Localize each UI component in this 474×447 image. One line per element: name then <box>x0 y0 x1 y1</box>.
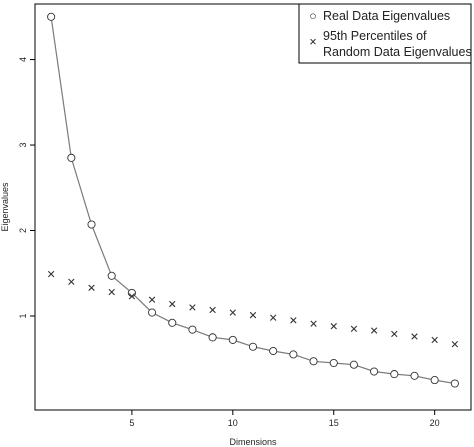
legend-label-random-line2: Random Data Eigenvalues <box>323 45 472 59</box>
real-eigenvalues-line <box>50 16 455 385</box>
y-tick-label: 4 <box>18 57 28 62</box>
random-percentile-point <box>350 325 358 332</box>
real-eigenvalue-point <box>289 350 298 359</box>
real-eigenvalue-point <box>370 367 379 376</box>
random-percentile-point <box>411 333 418 340</box>
real-eigenvalue-point <box>188 325 197 334</box>
real-eigenvalue-point <box>390 370 399 379</box>
x-tick-label: 20 <box>430 418 440 428</box>
x-axis: 5 10 15 20 <box>129 410 440 428</box>
legend-symbol-random: × <box>309 35 316 49</box>
random-percentile-point <box>108 288 115 296</box>
real-eigenvalue-point <box>148 308 157 317</box>
y-axis-title: Eigenvalues <box>0 182 10 232</box>
plot-frame <box>34 3 472 411</box>
random-percentile-point <box>148 296 156 303</box>
random-percentile-point <box>169 300 176 308</box>
real-eigenvalue-point <box>168 318 177 327</box>
random-percentile-point <box>330 323 337 330</box>
random-percentile-point <box>391 330 398 338</box>
real-eigenvalue-point <box>329 358 338 368</box>
random-percentile-point <box>88 284 95 291</box>
random-percentile-point <box>189 304 196 311</box>
real-eigenvalue-point <box>269 346 278 356</box>
y-tick-label: 1 <box>18 313 28 318</box>
real-eigenvalue-point <box>208 333 217 342</box>
legend-symbol-real: ○ <box>309 9 317 23</box>
x-tick-label: 15 <box>329 418 339 428</box>
legend-label-random-line1: 95th Percentiles of <box>323 29 427 43</box>
real-eigenvalue-point <box>47 12 56 21</box>
random-percentile-point <box>451 340 459 348</box>
random-percentile-point <box>269 314 277 321</box>
random-percentile-point <box>209 306 216 314</box>
random-percentile-point <box>310 320 317 327</box>
y-tick-label: 3 <box>18 143 28 148</box>
real-eigenvalue-point <box>410 371 419 380</box>
real-eigenvalue-point <box>430 376 439 385</box>
x-axis-title: Dimensions <box>229 437 277 447</box>
real-eigenvalue-point <box>450 379 459 388</box>
random-percentile-point <box>68 278 75 285</box>
random-percentile-point <box>229 309 237 316</box>
real-eigenvalue-point <box>107 271 116 280</box>
real-eigenvalue-point <box>248 342 258 351</box>
real-eigenvalue-point <box>349 360 358 369</box>
legend-box <box>298 3 472 64</box>
real-eigenvalue-point <box>67 153 76 162</box>
random-percentile-point <box>249 311 257 319</box>
real-eigenvalue-point <box>127 288 136 297</box>
random-percentile-point <box>431 336 438 344</box>
y-axis: 1 2 3 4 <box>18 57 35 318</box>
x-tick-label: 10 <box>228 418 238 428</box>
random-percentile-point <box>370 327 378 334</box>
real-eigenvalue-point <box>87 220 96 229</box>
legend: ○ Real Data Eigenvalues × 95th Percentil… <box>298 3 472 64</box>
random-percentile-point <box>128 293 136 300</box>
real-eigenvalue-point <box>309 357 318 366</box>
legend-label-real: Real Data Eigenvalues <box>323 9 450 23</box>
real-eigenvalue-point <box>228 335 237 344</box>
y-tick-label: 2 <box>18 228 28 233</box>
random-percentile-point <box>290 317 297 324</box>
series-layer <box>47 12 459 388</box>
random-percentile-point <box>47 270 55 278</box>
x-tick-label: 5 <box>129 418 134 428</box>
